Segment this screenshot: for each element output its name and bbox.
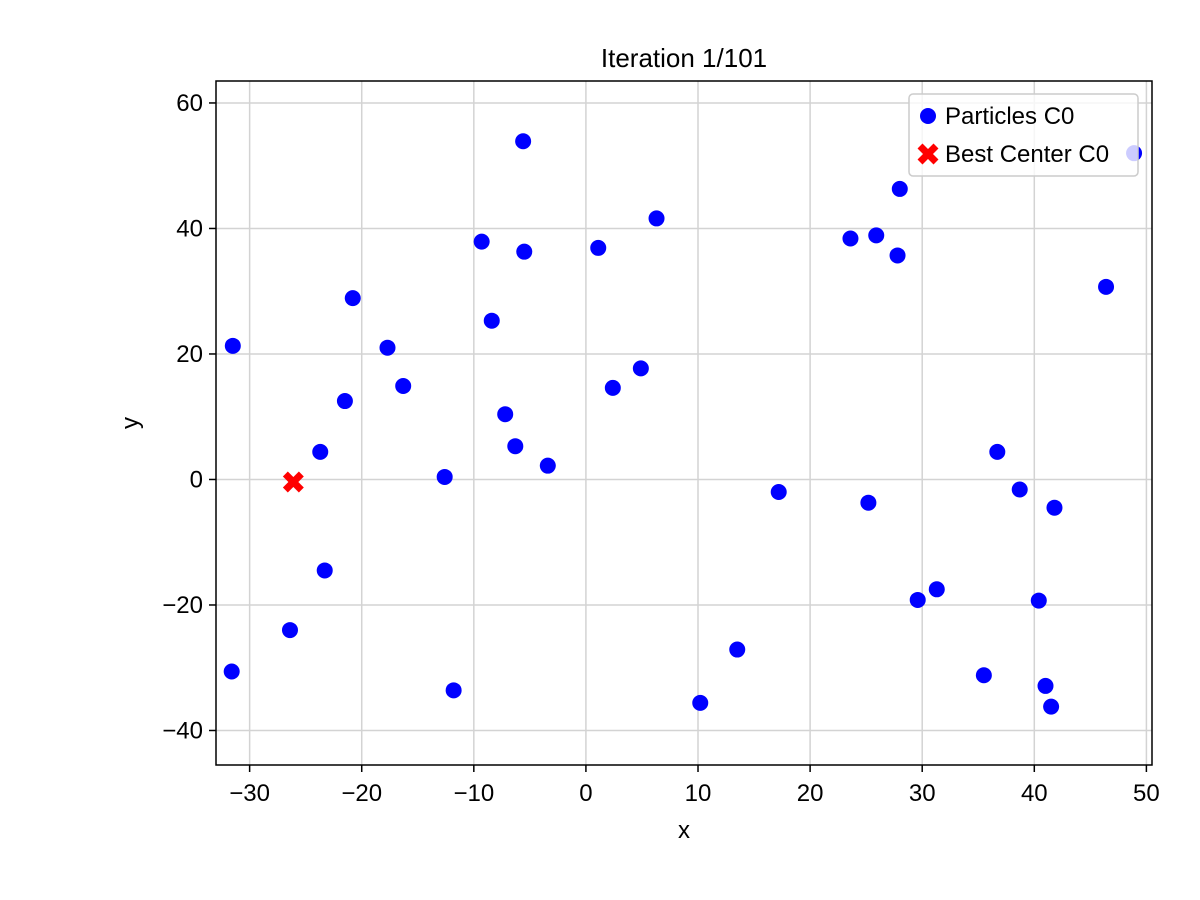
particle-point [928, 581, 945, 598]
particle-point [891, 180, 908, 197]
particle-point [975, 667, 992, 684]
x-tick-label: 10 [685, 780, 712, 807]
particle-point [224, 337, 241, 354]
particle-point [515, 133, 532, 150]
plot-frame [215, 80, 1153, 766]
legend-box [908, 93, 1139, 177]
legend-marker-particles [920, 108, 936, 124]
particle-point [729, 641, 746, 658]
legend-marker-best-center [917, 143, 939, 165]
particle-point [1046, 499, 1063, 516]
particle-point [379, 339, 396, 356]
x-axis-ticks: −30 −20 −10 0 10 20 30 40 50 [229, 765, 1160, 807]
particle-point [1037, 677, 1054, 694]
y-axis-ticks: −40 −20 0 20 40 60 [162, 90, 216, 744]
particle-point [1011, 481, 1028, 498]
legend-entry-particles: Particles C0 [920, 103, 1074, 130]
particle-point [473, 233, 490, 250]
particle-point [516, 243, 533, 260]
grid [216, 81, 1152, 765]
particle-point [483, 312, 500, 329]
y-tick-label: 60 [176, 90, 203, 117]
legend-marker-shape [917, 143, 939, 165]
x-tick-label: 50 [1133, 780, 1160, 807]
y-tick-label: 40 [176, 215, 203, 242]
particle-point [692, 694, 709, 711]
particle-point [842, 230, 859, 247]
particle-point [507, 438, 524, 455]
particle-point [860, 494, 877, 511]
x-tick-label: 40 [1021, 780, 1048, 807]
particle-point [336, 393, 353, 410]
particle-point [1098, 278, 1115, 295]
x-tick-label: −20 [341, 780, 382, 807]
particle-point [632, 360, 649, 377]
particle-point [539, 457, 556, 474]
legend-label-particles: Particles C0 [945, 103, 1074, 130]
x-tick-label: 0 [579, 780, 592, 807]
x-axis-title: x [678, 817, 690, 844]
particle-point [497, 406, 514, 423]
legend: Particles C0 Best Center C0 [908, 93, 1139, 177]
particle-point [590, 239, 607, 256]
particle-point [395, 377, 412, 394]
y-tick-label: −40 [162, 717, 203, 744]
particle-point [868, 227, 885, 244]
particle-point [344, 290, 361, 307]
y-axis-title: y [117, 417, 144, 429]
particle-point [770, 484, 787, 501]
y-tick-label: −20 [162, 592, 203, 619]
data-points [223, 133, 1143, 715]
legend-label-best-center: Best Center C0 [945, 141, 1109, 168]
chart-title: Iteration 1/101 [601, 43, 767, 73]
particle-point [1043, 698, 1060, 715]
particle-point [436, 468, 453, 485]
y-tick-label: 20 [176, 341, 203, 368]
particle-point [1030, 592, 1047, 609]
x-tick-label: 30 [909, 780, 936, 807]
particle-point [648, 210, 665, 227]
x-tick-label: 20 [797, 780, 824, 807]
particle-point [909, 591, 926, 608]
particle-point [989, 443, 1006, 460]
y-tick-label: 0 [190, 466, 203, 493]
best-center-point [282, 471, 304, 493]
x-tick-label: −10 [453, 780, 494, 807]
particle-point [316, 562, 333, 579]
particle-point [223, 663, 240, 680]
x-tick-label: −30 [229, 780, 270, 807]
legend-entry-best-center: Best Center C0 [917, 141, 1109, 168]
particle-point [889, 247, 906, 264]
particle-point [445, 682, 462, 699]
legend-marker-shape [920, 108, 936, 124]
particle-point [281, 622, 298, 639]
particle-point [604, 379, 621, 396]
particle-point [312, 443, 329, 460]
